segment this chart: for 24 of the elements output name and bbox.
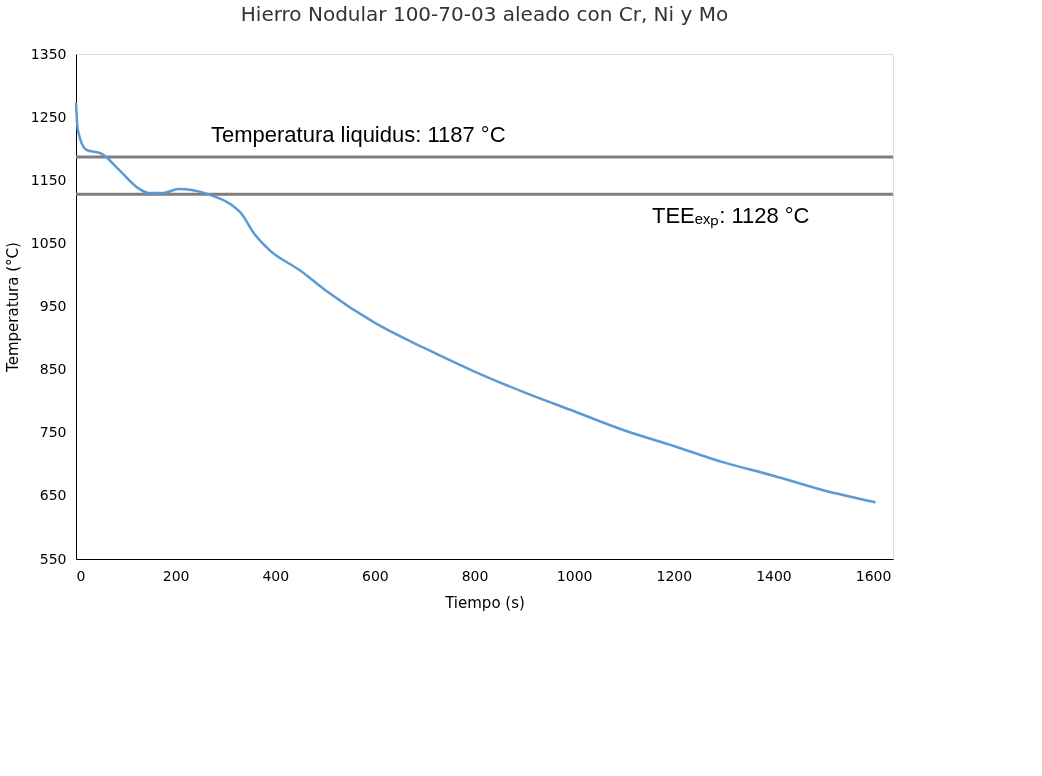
x-tick-label: 1400: [756, 567, 792, 584]
y-tick-label: 750: [39, 424, 67, 441]
x-tick-label: 400: [262, 567, 290, 584]
x-tick-label: 0: [76, 567, 86, 584]
y-tick-label: 1250: [30, 108, 67, 125]
x-tick-label: 1600: [855, 567, 892, 584]
y-tick-label: 550: [39, 550, 67, 567]
y-tick-label: 1350: [30, 45, 67, 62]
y-axis-title: Temperatura (°C): [3, 242, 22, 373]
y-tick-label: 850: [39, 361, 67, 378]
x-tick-label: 800: [461, 567, 489, 584]
chart-title: Hierro Nodular 100-70-03 aleado con Cr, Ni y Mo: [240, 2, 729, 26]
y-tick-label: 1150: [30, 171, 67, 188]
ref-line-label: TEEₑₓₚ: 1128 °C: [652, 203, 810, 230]
y-tick-label: 650: [39, 487, 67, 504]
x-axis-title: Tiempo (s): [444, 593, 525, 612]
x-tick-label: 1200: [656, 567, 693, 584]
x-tick-label: 600: [362, 567, 389, 584]
ref-line-label: Temperatura liquidus: 1187 °C: [211, 121, 506, 147]
y-tick-label: 1050: [30, 234, 67, 251]
y-tick-label: 950: [39, 298, 67, 314]
x-tick-label: 200: [162, 567, 190, 584]
x-tick-label: 1000: [556, 567, 593, 584]
line-series: [74, 101, 877, 504]
